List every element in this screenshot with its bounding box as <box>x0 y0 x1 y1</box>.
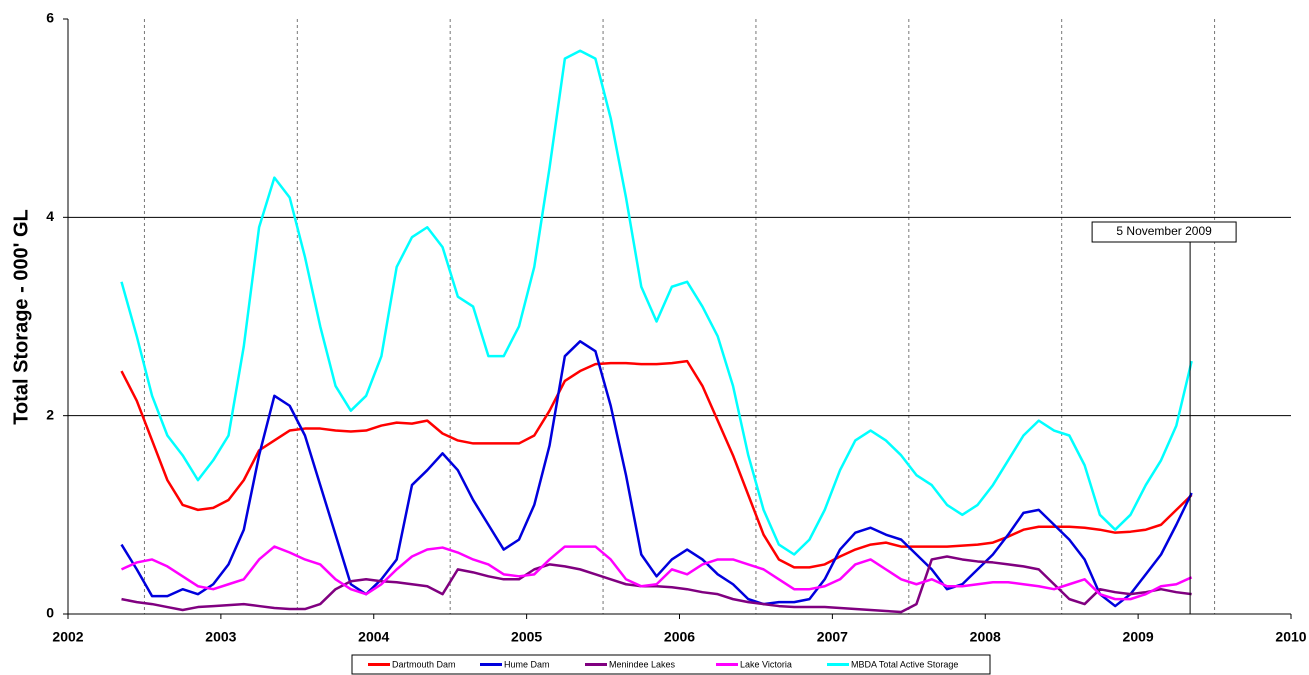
x-tick-label: 2005 <box>511 629 542 645</box>
annotation-text: 5 November 2009 <box>1116 224 1212 238</box>
y-tick-label: 2 <box>46 406 54 422</box>
y-tick-label: 0 <box>46 605 54 621</box>
x-tick-label: 2003 <box>205 629 236 645</box>
x-tick-label: 2010 <box>1275 629 1306 645</box>
annotation-box <box>1091 221 1237 243</box>
x-tick-label: 2007 <box>817 629 848 645</box>
series-line <box>121 555 1192 614</box>
y-tick-label: 6 <box>46 10 54 26</box>
x-tick-label: 2004 <box>358 629 389 645</box>
y-axis-label: Total Storage - 000' GL <box>10 209 32 425</box>
y-tick-label: 4 <box>46 208 54 224</box>
legend-label: Hume Dam <box>504 659 550 669</box>
series-line <box>120 545 1193 601</box>
legend-box <box>351 654 991 675</box>
series-line <box>120 49 1193 556</box>
series-line <box>120 340 1193 608</box>
legend-label: Menindee Lakes <box>609 659 676 669</box>
x-tick-label: 2002 <box>52 629 83 645</box>
x-tick-label: 2009 <box>1123 629 1154 645</box>
legend-label: MBDA Total Active Storage <box>851 659 958 669</box>
legend-label: Dartmouth Dam <box>392 659 456 669</box>
legend-label: Lake Victoria <box>740 659 792 669</box>
series-line <box>120 359 1193 569</box>
x-tick-label: 2008 <box>970 629 1001 645</box>
x-tick-label: 2006 <box>664 629 695 645</box>
